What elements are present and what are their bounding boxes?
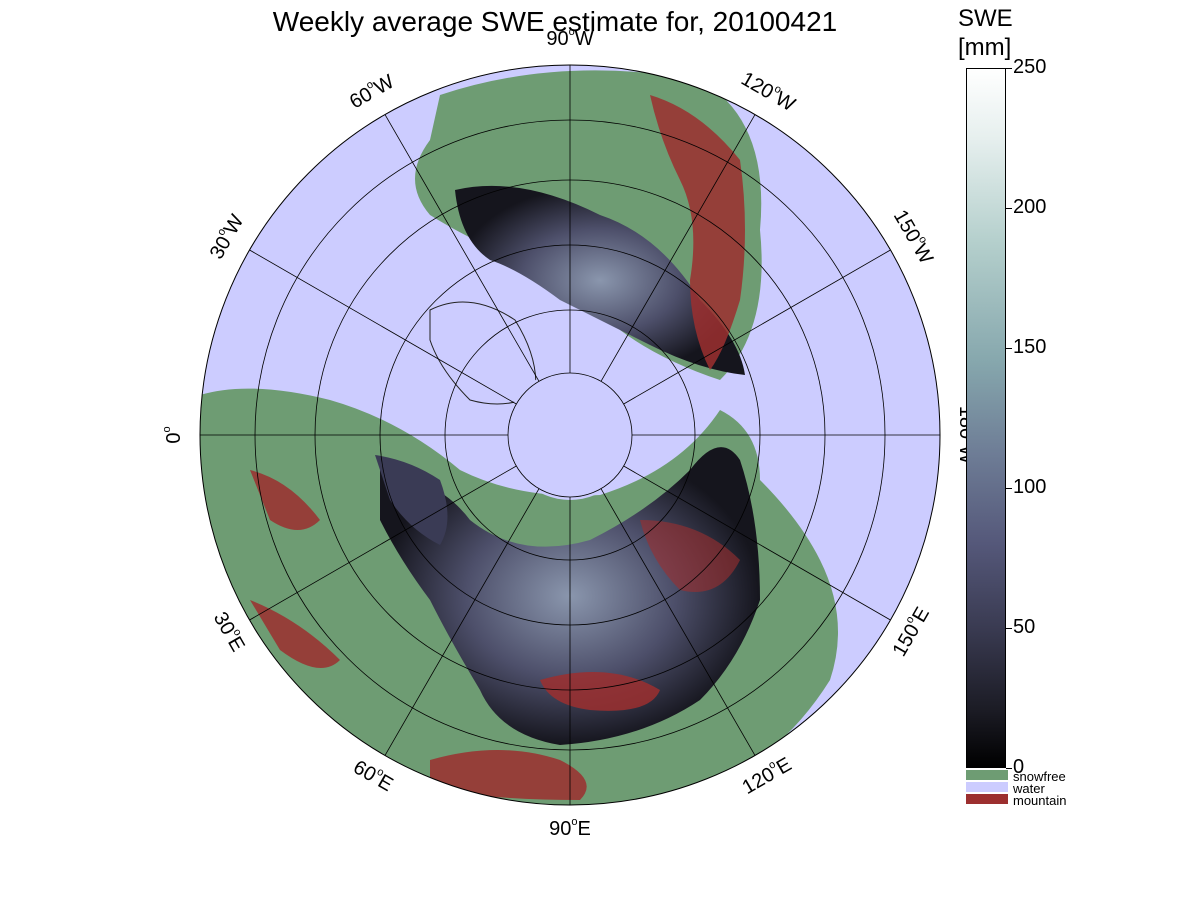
map-title: Weekly average SWE estimate for, 2010042… [272, 6, 838, 37]
longitude-label: 90oE [549, 816, 591, 840]
mountain-caucasus [250, 600, 340, 668]
colorbar-tick-label: 200 [1013, 196, 1047, 218]
meridian-line [384, 114, 540, 382]
mountain-east-siberia [640, 520, 740, 592]
colorbar-tick [1006, 628, 1012, 629]
longitude-label: 60oW [345, 69, 398, 114]
colorbar-tick [1006, 488, 1012, 489]
colorbar-tick-label: 50 [1013, 616, 1036, 638]
longitude-label: 30oW [204, 210, 249, 263]
land-layer [200, 70, 838, 805]
meridian-line [600, 488, 756, 756]
longitude-label: 0o [161, 426, 185, 443]
colorbar-title-line2: [mm] [958, 34, 1012, 61]
longitude-label: 150oW [889, 205, 939, 268]
colorbar-tick-label: 0 [1013, 756, 1025, 778]
north-america-snow [455, 185, 745, 375]
mountain-label: mountain [1013, 793, 1067, 808]
colorbar-tick [1006, 208, 1012, 209]
colorbar-title: SWE [mm] [958, 4, 1013, 62]
longitude-label: 60oE [349, 754, 397, 796]
meridian-line [249, 249, 517, 405]
water-label: water [1013, 781, 1045, 796]
colorbar-tick [1006, 68, 1012, 69]
arctic-ocean [505, 370, 635, 500]
longitude-label: 30oE [209, 607, 251, 655]
meridian-lines [200, 65, 940, 805]
colorbar-tick-label: 150 [1013, 336, 1047, 358]
longitude-label: 120oW [737, 66, 800, 116]
meridian-line [623, 465, 891, 621]
colorbar [966, 68, 1006, 768]
colorbar-tick-label: 250 [1013, 56, 1047, 78]
meridian-line [384, 488, 540, 756]
colorbar-tick [1006, 768, 1012, 769]
scandinavia-snow [375, 455, 448, 545]
colorbar-title-line1: SWE [958, 5, 1013, 32]
water-swatch [966, 782, 1008, 792]
longitude-label: 90oW [546, 26, 593, 50]
mountain-rockies [650, 95, 745, 370]
mountain-alps [250, 470, 320, 530]
mountain-central-asia [430, 750, 587, 800]
meridian-line [623, 249, 891, 405]
snowfree-swatch [966, 770, 1008, 780]
meridian-line [249, 465, 517, 621]
meridian-line [600, 114, 756, 382]
colorbar-tick [1006, 348, 1012, 349]
colorbar-tick-label: 100 [1013, 476, 1047, 498]
snowfree-label: snowfree [1013, 769, 1066, 784]
mountain-swatch [966, 794, 1008, 804]
